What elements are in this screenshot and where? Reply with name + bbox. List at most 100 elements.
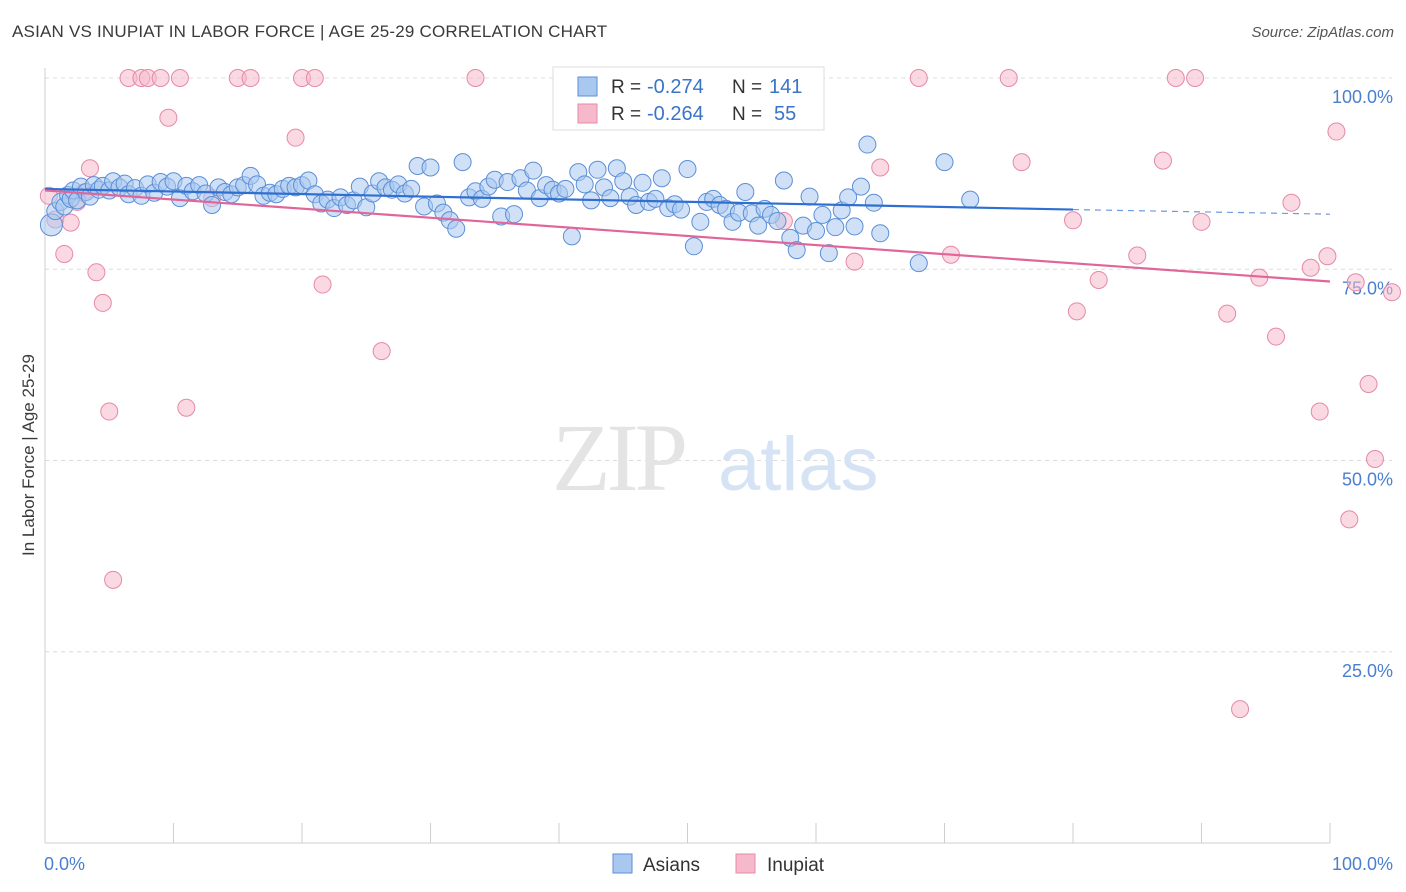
- asian-point: [858, 135, 877, 154]
- inupiat-point: [55, 244, 74, 263]
- inupiat-point: [1346, 273, 1365, 292]
- inupiat-point: [1359, 375, 1378, 393]
- asian-point: [813, 205, 832, 224]
- asian-point: [447, 219, 466, 238]
- inupiat-trend-line: [44, 189, 1331, 283]
- asian-point: [633, 173, 652, 192]
- watermark-atlas: atlas: [718, 422, 879, 507]
- asian-point: [935, 153, 954, 172]
- inupiat-point: [466, 69, 485, 87]
- bottom-legend-swatch-inupiat: [735, 853, 756, 874]
- asian-point: [807, 222, 825, 240]
- asian-point: [768, 212, 787, 231]
- asian-point: [961, 190, 980, 209]
- inupiat-point: [1067, 302, 1086, 321]
- trend-lines: [44, 187, 1331, 283]
- legend-n-value-asians: 141: [769, 76, 802, 98]
- inupiat-point: [909, 69, 928, 87]
- asian-point: [556, 179, 575, 198]
- legend-r-label-asians: R =: [611, 77, 641, 98]
- asian-point: [684, 237, 703, 256]
- asian-point: [736, 182, 755, 201]
- asian-point: [672, 200, 691, 219]
- asian-point: [421, 158, 440, 177]
- inupiat-points: [39, 69, 1401, 719]
- inupiat-point: [1267, 327, 1286, 346]
- asian-point: [614, 172, 633, 191]
- legend-swatch-asians: [577, 76, 598, 97]
- inupiat-point: [87, 263, 106, 282]
- inupiat-point: [1310, 402, 1329, 421]
- legend-r-value-inupiat: -0.264: [647, 103, 704, 125]
- asian-point: [652, 169, 671, 188]
- legend-n-value-inupiat: 55: [774, 103, 796, 125]
- y-tick-label: 100.0%: [1332, 87, 1393, 107]
- inupiat-point: [1301, 258, 1320, 277]
- asian-point: [453, 153, 472, 172]
- inupiat-point: [372, 342, 391, 361]
- inupiat-point: [1192, 212, 1211, 231]
- asian-point: [749, 216, 768, 235]
- inupiat-point: [61, 213, 80, 232]
- inupiat-point: [177, 398, 196, 417]
- inupiat-point: [1231, 700, 1250, 719]
- legend-box: R = -0.274 N = 141 R = -0.264 N = 55: [552, 66, 825, 131]
- asian-point: [646, 189, 665, 208]
- asian-point: [787, 241, 806, 260]
- watermark: ZIP atlas: [552, 404, 879, 511]
- y-axis-title: In Labor Force | Age 25-29: [19, 354, 38, 556]
- inupiat-point: [1218, 304, 1237, 323]
- bottom-legend-label-inupiat: Inupiat: [767, 855, 825, 876]
- asian-point: [845, 217, 864, 236]
- asian-trend-line: [44, 187, 1074, 211]
- y-tick-labels: 25.0%50.0%75.0%100.0%: [1332, 87, 1393, 681]
- asian-point: [678, 160, 697, 179]
- x-tick-labels: 0.0% 100.0%: [44, 854, 1393, 874]
- asian-point: [203, 195, 222, 214]
- asian-point: [691, 212, 710, 231]
- inupiat-point: [104, 570, 123, 589]
- asian-point: [505, 205, 524, 224]
- legend-r-value-asians: -0.274: [647, 76, 704, 98]
- gridlines: [45, 77, 1392, 653]
- inupiat-point: [1383, 283, 1401, 302]
- x-tick-label: 0.0%: [44, 854, 85, 874]
- inupiat-point: [1327, 122, 1346, 141]
- inupiat-point: [1166, 69, 1185, 87]
- legend-n-label-inupiat: N =: [732, 104, 762, 125]
- asian-trend-extension: [1072, 208, 1331, 215]
- watermark-zip: ZIP: [552, 404, 685, 511]
- inupiat-point: [151, 69, 170, 87]
- bottom-legend-swatch-asians: [612, 853, 633, 874]
- asian-point: [601, 189, 620, 208]
- inupiat-point: [999, 69, 1018, 87]
- asian-point: [819, 244, 838, 263]
- inupiat-point: [1153, 151, 1172, 170]
- asian-point: [800, 187, 819, 206]
- asian-point: [575, 175, 594, 194]
- inupiat-point: [305, 69, 324, 87]
- asian-point: [524, 161, 543, 180]
- asian-point: [402, 179, 421, 198]
- inupiat-point: [1282, 193, 1301, 212]
- inupiat-point: [100, 402, 119, 421]
- y-tick-label: 25.0%: [1342, 661, 1393, 681]
- inupiat-point: [1128, 246, 1147, 265]
- inupiat-point: [241, 69, 260, 87]
- inupiat-point: [1012, 153, 1031, 172]
- y-tick-label: 50.0%: [1342, 470, 1393, 490]
- inupiat-point: [1318, 247, 1337, 266]
- asian-point: [562, 227, 581, 246]
- asian-point: [909, 254, 928, 273]
- x-tick-label: 100.0%: [1332, 854, 1393, 874]
- inupiat-point: [1089, 270, 1108, 289]
- legend-swatch-inupiat: [577, 103, 598, 124]
- legend-r-label-inupiat: R =: [611, 104, 641, 125]
- inupiat-point: [159, 108, 178, 127]
- inupiat-point: [845, 252, 864, 271]
- inupiat-point: [1186, 69, 1205, 87]
- bottom-legend: Asians Inupiat: [612, 853, 825, 876]
- inupiat-point: [1064, 211, 1082, 230]
- inupiat-point: [313, 275, 332, 294]
